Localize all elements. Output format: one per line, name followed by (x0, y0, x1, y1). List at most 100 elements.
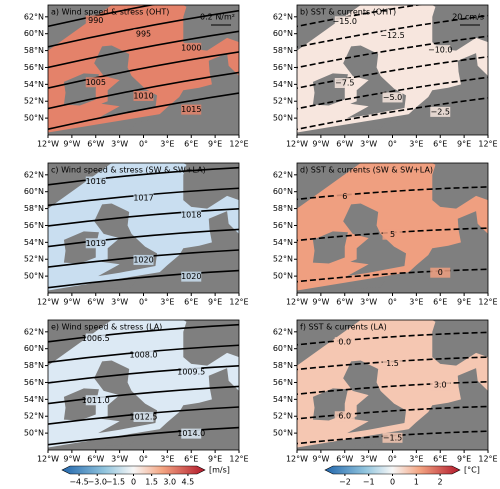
contour-label: 6.0 (338, 412, 351, 421)
lon-label: 6°W (87, 455, 104, 464)
land (353, 368, 488, 450)
contour-label: 1016 (86, 177, 106, 186)
land (343, 203, 407, 277)
contour-label-bg (133, 411, 154, 422)
lat-label: 52°N (273, 97, 293, 106)
colorbar-tick-label: 3.0 (163, 478, 176, 487)
contour-label: 1015 (181, 105, 201, 114)
contour-line (297, 76, 488, 110)
contour-label: 1017 (133, 194, 153, 203)
lon-label: 0° (388, 298, 397, 307)
contour-label-bg (181, 209, 202, 220)
contour-line (48, 228, 239, 248)
lon-label: 6°W (87, 298, 104, 307)
contour-line (297, 381, 488, 395)
land (183, 320, 239, 366)
contour-label-bg (85, 395, 106, 406)
lat-label: 58°N (273, 46, 293, 55)
contour-line (48, 92, 239, 131)
lon-label: 9°E (208, 140, 222, 149)
lon-label: 9°W (63, 455, 80, 464)
colorbar-tick-label: 4.5 (182, 478, 195, 487)
contour-label: −15.0 (332, 17, 357, 26)
lat-label: 60°N (273, 29, 293, 38)
contour-label: 1020 (181, 272, 201, 281)
contour-label-bg (181, 42, 202, 53)
lon-label: 9°E (208, 455, 222, 464)
contour-label-bg (133, 350, 154, 361)
contour-line (48, 51, 239, 89)
map-panel: −15.0 −12.5 −10.0 −7.5 −5.0 −2.5 (297, 5, 488, 135)
colorbar-tick-label: −3.0 (87, 478, 106, 487)
lon-label: 12°W (286, 140, 308, 149)
contour-label: 990 (88, 16, 103, 25)
lat-label: 56°N (24, 63, 44, 72)
lat-label: 54°N (24, 80, 44, 89)
land (104, 53, 239, 135)
lon-label: 6°E (184, 298, 198, 307)
contour-line (297, 186, 488, 201)
contour-line (48, 269, 239, 289)
lon-label: 12°W (286, 298, 308, 307)
colorbar-tick-label: −1 (363, 478, 375, 487)
colorbar (324, 465, 461, 475)
colorbar-tick-label: 1.5 (145, 478, 158, 487)
lon-label: 6°E (184, 140, 198, 149)
lat-label: 62°N (273, 327, 293, 336)
lat-label: 62°N (24, 170, 44, 179)
lon-label: 12°W (37, 298, 59, 307)
lat-label: 62°N (273, 12, 293, 21)
contour-line (297, 331, 488, 346)
contour-label-bg (85, 77, 106, 88)
lon-label: 3°E (160, 455, 174, 464)
lon-label: 9°E (208, 298, 222, 307)
lat-label: 62°N (273, 170, 293, 179)
contour-line (48, 208, 239, 227)
contour-label: 1.5 (386, 359, 399, 368)
contour-label-bg (334, 411, 355, 422)
contour-label-bg (181, 366, 202, 377)
lon-label: 3°E (409, 140, 423, 149)
lon-label: 9°W (312, 455, 329, 464)
contour-label: −5.0 (383, 93, 402, 102)
contour-label-bg (181, 428, 202, 439)
lon-label: 3°E (160, 140, 174, 149)
contour-line (48, 71, 239, 110)
lon-label: 6°E (433, 140, 447, 149)
contour-label-bg (334, 337, 355, 348)
panel-title: b) SST & currents (OHT) (300, 8, 396, 17)
contour-label-bg (430, 106, 451, 117)
lon-label: 12°E (229, 455, 248, 464)
contour-label: 6 (342, 192, 347, 201)
contour-line (297, 55, 488, 89)
lon-label: 6°E (433, 455, 447, 464)
panel-title: c) Wind speed & stress (SW & SW+LA) (51, 166, 206, 175)
lon-label: 3°W (360, 455, 377, 464)
contour-label-bg (85, 238, 106, 249)
lat-label: 60°N (24, 29, 44, 38)
contour-label: 1012.5 (130, 412, 158, 421)
lon-label: 9°W (312, 298, 329, 307)
contour-label: 5 (390, 230, 395, 239)
contour-label-bg (382, 92, 403, 103)
contour-line (48, 323, 239, 343)
lon-label: 9°E (457, 140, 471, 149)
contour-label-bg (133, 254, 154, 265)
land (183, 163, 239, 209)
contour-line (48, 9, 239, 48)
lon-label: 12°E (478, 298, 497, 307)
contour-label-bg (85, 15, 106, 26)
land (432, 163, 488, 209)
contour-label-bg (133, 29, 154, 40)
contour-label: −2.5 (431, 107, 450, 116)
lat-label: 54°N (273, 238, 293, 247)
lon-label: 0° (388, 140, 397, 149)
lat-label: 54°N (273, 395, 293, 404)
land (353, 211, 488, 293)
lon-label: 6°W (336, 455, 353, 464)
lat-label: 62°N (24, 12, 44, 21)
lon-label: 9°W (63, 140, 80, 149)
lon-label: 6°W (336, 298, 353, 307)
colorbar-tick-label: −1.5 (106, 478, 125, 487)
contour-line (297, 268, 488, 283)
